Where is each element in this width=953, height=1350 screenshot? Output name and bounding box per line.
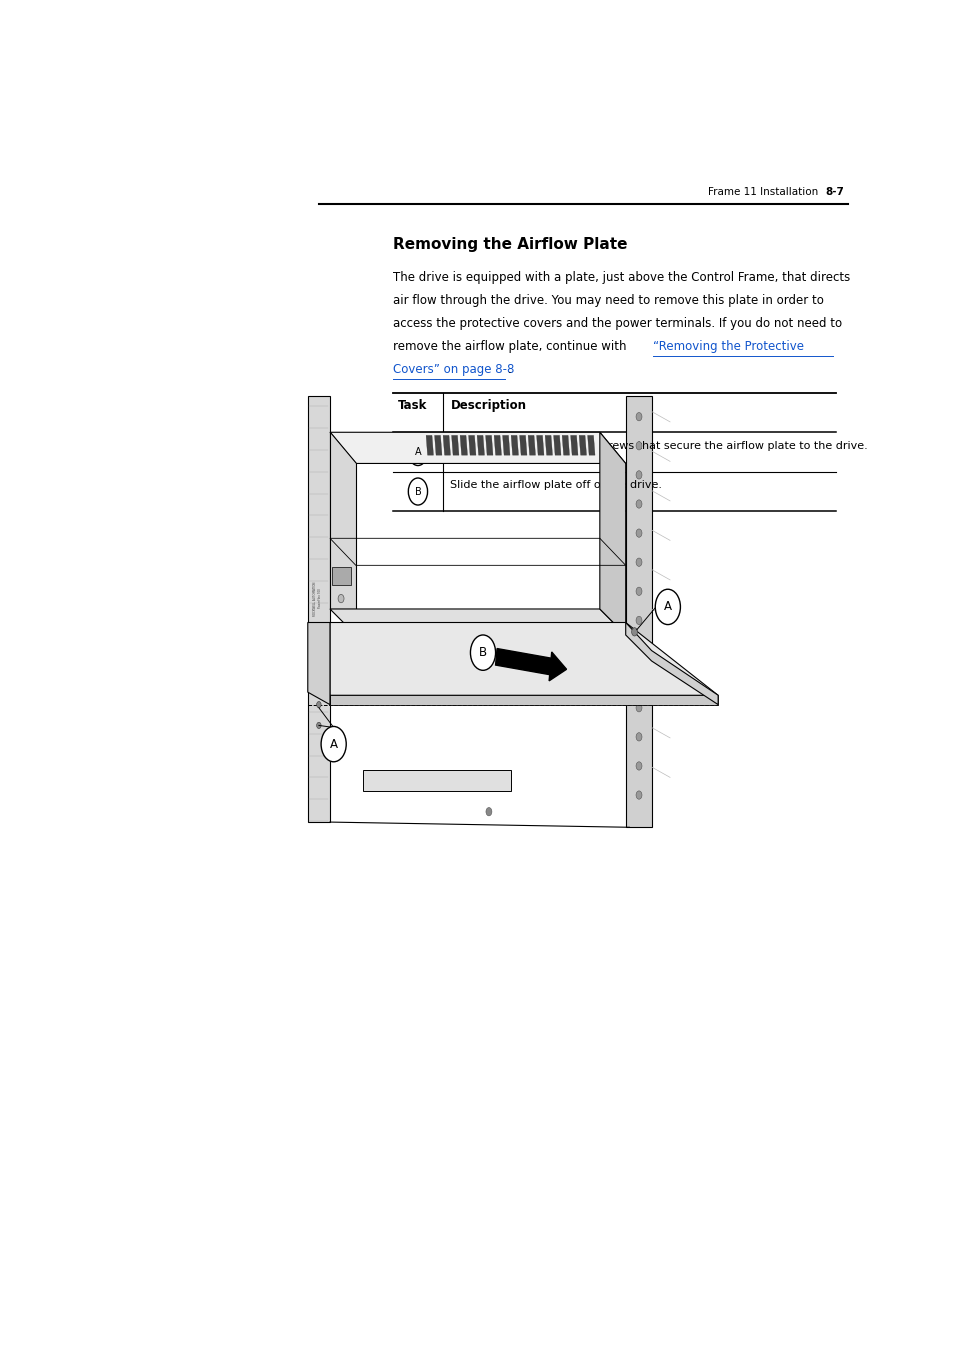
- Polygon shape: [308, 396, 330, 822]
- Circle shape: [636, 616, 641, 625]
- Text: Covers” on page 8-8: Covers” on page 8-8: [393, 363, 514, 375]
- Text: ROCKWELL AUTOMATION
PowerFlex 700: ROCKWELL AUTOMATION PowerFlex 700: [313, 582, 321, 616]
- Circle shape: [470, 634, 495, 671]
- Circle shape: [636, 529, 641, 537]
- Polygon shape: [426, 436, 433, 455]
- Polygon shape: [599, 432, 625, 634]
- Polygon shape: [330, 432, 355, 609]
- Polygon shape: [485, 436, 493, 455]
- Circle shape: [636, 471, 641, 479]
- Circle shape: [636, 441, 641, 450]
- Polygon shape: [435, 436, 441, 455]
- Circle shape: [316, 702, 321, 707]
- Text: A: A: [330, 737, 337, 751]
- Text: 8-7: 8-7: [824, 188, 842, 197]
- Text: Slide the airflow plate off of the drive.: Slide the airflow plate off of the drive…: [450, 481, 661, 490]
- Text: B: B: [478, 647, 487, 659]
- Circle shape: [636, 761, 641, 770]
- Circle shape: [485, 807, 492, 815]
- Text: Task: Task: [397, 400, 427, 412]
- Polygon shape: [625, 622, 718, 705]
- Text: access the protective covers and the power terminals. If you do not need to: access the protective covers and the pow…: [393, 317, 841, 329]
- Circle shape: [316, 722, 321, 729]
- Circle shape: [321, 726, 346, 761]
- Polygon shape: [502, 436, 510, 455]
- Polygon shape: [332, 567, 351, 585]
- Polygon shape: [528, 436, 535, 455]
- Polygon shape: [536, 436, 543, 455]
- Text: air flow through the drive. You may need to remove this plate in order to: air flow through the drive. You may need…: [393, 294, 822, 306]
- Polygon shape: [330, 622, 718, 695]
- Polygon shape: [544, 436, 552, 455]
- Circle shape: [636, 645, 641, 653]
- Text: A: A: [415, 447, 421, 458]
- Polygon shape: [561, 436, 569, 455]
- Circle shape: [636, 500, 641, 508]
- Circle shape: [636, 413, 641, 421]
- Text: “Removing the Protective: “Removing the Protective: [653, 340, 803, 352]
- Polygon shape: [494, 436, 501, 455]
- Circle shape: [337, 594, 344, 602]
- Circle shape: [636, 733, 641, 741]
- Circle shape: [636, 675, 641, 683]
- Polygon shape: [578, 436, 586, 455]
- Text: Description: Description: [450, 400, 526, 412]
- Polygon shape: [519, 436, 526, 455]
- FancyArrow shape: [495, 648, 566, 680]
- Circle shape: [636, 558, 641, 567]
- Polygon shape: [553, 436, 560, 455]
- Polygon shape: [511, 436, 518, 455]
- Circle shape: [636, 791, 641, 799]
- Polygon shape: [570, 436, 578, 455]
- Polygon shape: [363, 769, 511, 791]
- Text: Remove the T8 Torx-head screws that secure the airflow plate to the drive.: Remove the T8 Torx-head screws that secu…: [450, 440, 867, 451]
- Text: The drive is equipped with a plate, just above the Control Frame, that directs: The drive is equipped with a plate, just…: [393, 271, 849, 284]
- Circle shape: [636, 703, 641, 711]
- Text: Removing the Airflow Plate: Removing the Airflow Plate: [393, 236, 627, 252]
- Text: B: B: [415, 486, 421, 497]
- Polygon shape: [451, 436, 458, 455]
- Polygon shape: [442, 436, 450, 455]
- Polygon shape: [330, 609, 625, 634]
- Polygon shape: [476, 436, 484, 455]
- Polygon shape: [625, 396, 651, 828]
- Circle shape: [636, 587, 641, 595]
- Text: remove the airflow plate, continue with: remove the airflow plate, continue with: [393, 340, 629, 352]
- Polygon shape: [330, 695, 718, 705]
- Circle shape: [631, 628, 637, 636]
- Circle shape: [655, 589, 679, 625]
- Polygon shape: [468, 436, 476, 455]
- Polygon shape: [308, 622, 330, 705]
- Polygon shape: [330, 432, 625, 463]
- Polygon shape: [587, 436, 595, 455]
- Text: A: A: [663, 601, 671, 613]
- Polygon shape: [459, 436, 467, 455]
- Text: .: .: [507, 363, 511, 375]
- Text: Frame 11 Installation: Frame 11 Installation: [707, 188, 817, 197]
